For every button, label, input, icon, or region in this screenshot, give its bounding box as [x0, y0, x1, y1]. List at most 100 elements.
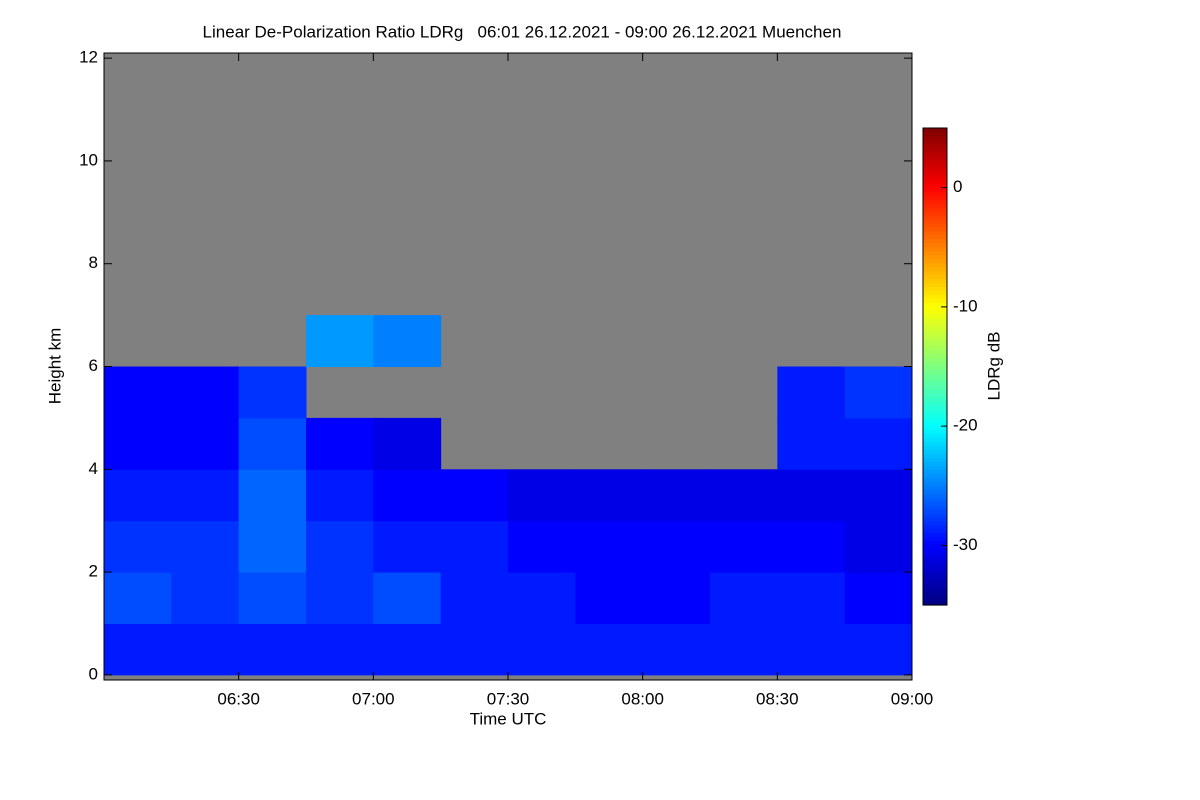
colorbar-segment: [923, 326, 947, 332]
colorbar-segment: [923, 453, 947, 459]
colorbar-tick-label: 0: [953, 177, 962, 196]
colorbar-segment: [923, 402, 947, 407]
colorbar-segment: [923, 442, 947, 447]
heatmap-cell: [238, 366, 307, 419]
heatmap-cell: [642, 520, 711, 573]
colorbar-segment: [923, 410, 947, 415]
colorbar-segment: [923, 485, 947, 491]
colorbar-segment: [923, 549, 947, 554]
heatmap-cell: [306, 623, 374, 676]
colorbar-segment: [923, 354, 947, 360]
colorbar-segment: [923, 525, 947, 531]
colorbar-segment: [923, 434, 947, 439]
heatmap-cell: [104, 469, 172, 522]
colorbar-tick-label: -30: [953, 535, 978, 554]
colorbar-segment: [923, 175, 947, 181]
y-tick-label: 4: [89, 459, 98, 478]
colorbar-segment: [923, 235, 947, 240]
x-tick-label: 07:00: [352, 689, 395, 708]
heatmap-cell: [710, 623, 778, 676]
colorbar-segment: [923, 493, 947, 499]
heatmap-cell: [575, 623, 644, 676]
colorbar-segment: [923, 545, 947, 550]
colorbar-segment: [923, 219, 947, 224]
colorbar-segment: [923, 211, 947, 217]
colorbar-segment: [923, 438, 947, 443]
colorbar-segment: [923, 271, 947, 276]
colorbar-segment: [923, 430, 947, 435]
colorbar-segment: [923, 585, 947, 590]
heatmap-cell: [575, 520, 644, 573]
colorbar-segment: [923, 255, 947, 260]
colorbar-segment: [923, 131, 947, 137]
heatmap-cell: [508, 572, 576, 624]
x-tick-label: 07:30: [487, 689, 530, 708]
colorbar-segment: [923, 350, 947, 356]
colorbar-segment: [923, 203, 947, 209]
heatmap-cell: [104, 366, 172, 419]
colorbar-segment: [923, 469, 947, 475]
colorbar-segment: [923, 155, 947, 161]
colorbar-segment: [923, 465, 947, 471]
colorbar-segment: [923, 287, 947, 292]
heatmap-cell: [508, 469, 576, 522]
colorbar-segment: [923, 163, 947, 169]
colorbar-segment: [923, 135, 947, 141]
y-axis-label: Height km: [45, 328, 64, 405]
colorbar-segment: [923, 601, 947, 606]
colorbar-segment: [923, 481, 947, 487]
colorbar-segment: [923, 541, 947, 546]
colorbar-segment: [923, 128, 947, 133]
heatmap-cell: [306, 469, 374, 522]
heatmap-cell: [440, 469, 509, 522]
colorbar-segment: [923, 362, 947, 368]
heatmap-cell: [171, 469, 240, 522]
colorbar-segment: [923, 565, 947, 570]
colorbar-segment: [923, 275, 947, 280]
colorbar-segment: [923, 346, 947, 352]
x-tick-label: 09:00: [891, 689, 934, 708]
colorbar-segment: [923, 513, 947, 519]
heatmap-cell: [844, 417, 913, 470]
heatmap-cell: [777, 417, 846, 470]
colorbar-segment: [923, 414, 947, 419]
heatmap-cell: [238, 520, 307, 573]
colorbar-segment: [923, 251, 947, 256]
heatmap-cell: [844, 572, 913, 624]
colorbar-segment: [923, 378, 947, 383]
colorbar-segment: [923, 330, 947, 336]
x-tick-label: 08:30: [756, 689, 799, 708]
colorbar-segment: [923, 167, 947, 173]
colorbar-segment: [923, 581, 947, 586]
heatmap-cell: [171, 417, 240, 470]
colorbar-segment: [923, 314, 947, 320]
heatmap-cell: [575, 572, 644, 624]
colorbar-segment: [923, 290, 947, 296]
colorbar-segment: [923, 139, 947, 145]
colorbar-segment: [923, 505, 947, 511]
colorbar-segment: [923, 406, 947, 411]
colorbar-segment: [923, 533, 947, 539]
colorbar-tick-label: -20: [953, 416, 978, 435]
colorbar-segment: [923, 183, 947, 189]
heatmap-cell: [238, 417, 307, 470]
y-tick-label: 12: [79, 48, 98, 67]
colorbar-segment: [923, 302, 947, 308]
heatmap-cell: [710, 469, 778, 522]
heatmap-cell: [306, 572, 374, 624]
colorbar-segment: [923, 151, 947, 157]
colorbar-segment: [923, 342, 947, 348]
colorbar-segment: [923, 294, 947, 300]
heatmap-cell: [306, 315, 374, 367]
heatmap-cell: [373, 315, 442, 367]
heatmap-cell: [373, 623, 442, 676]
heatmap-cell: [238, 469, 307, 522]
heatmap-cell: [777, 469, 846, 522]
colorbar-segment: [923, 215, 947, 221]
colorbar-segment: [923, 461, 947, 467]
heatmap-cell: [171, 366, 240, 419]
colorbar-segment: [923, 557, 947, 562]
colorbar-segment: [923, 501, 947, 507]
colorbar-segment: [923, 370, 947, 376]
colorbar-segment: [923, 422, 947, 427]
